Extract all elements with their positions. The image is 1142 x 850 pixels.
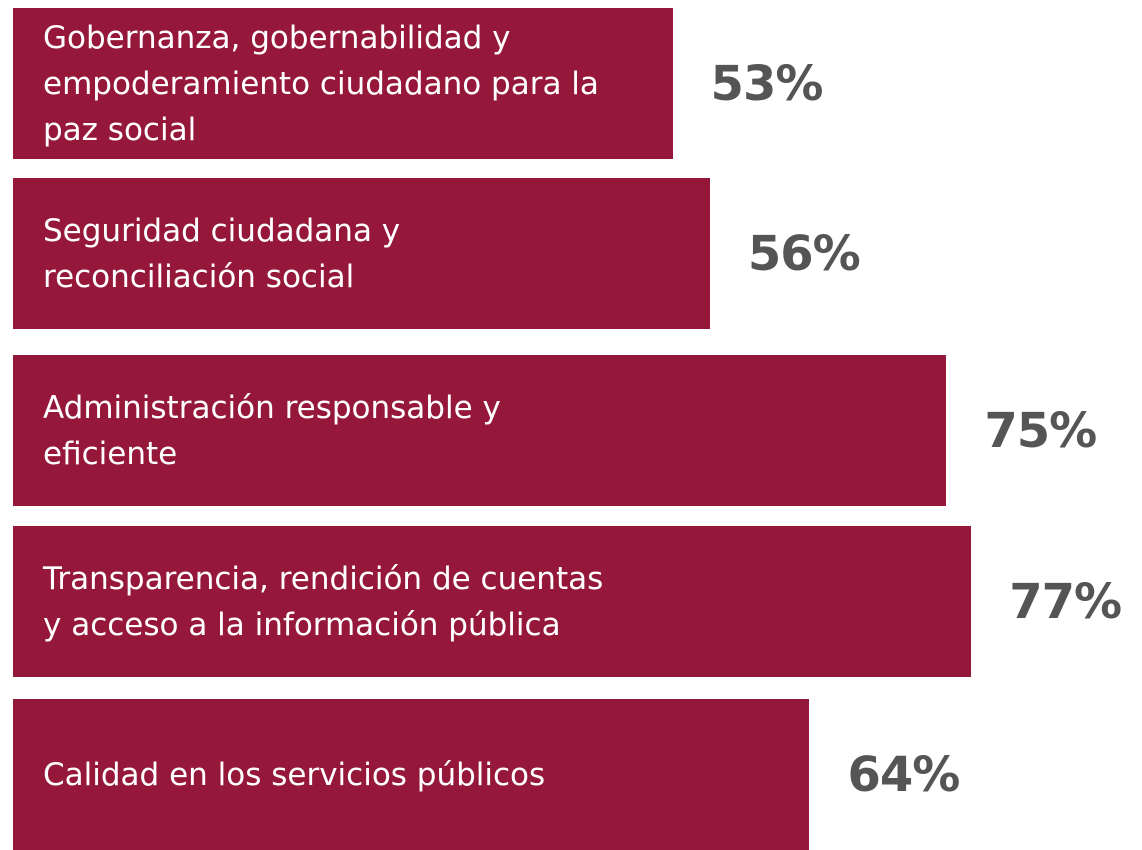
- bar: Transparencia, rendición de cuentas y ac…: [13, 526, 972, 677]
- category-label: Gobernanza, gobernabilidad y empoderamie…: [43, 19, 599, 148]
- category-label: Seguridad ciudadana y reconciliación soc…: [43, 212, 401, 295]
- category-label: Calidad en los servicios públicos: [43, 756, 546, 793]
- value-label: 64%: [847, 746, 960, 803]
- value-label: 75%: [984, 402, 1097, 459]
- value-label: 77%: [1009, 573, 1122, 630]
- value-label: 56%: [747, 225, 861, 282]
- bar: Seguridad ciudadana y reconciliación soc…: [13, 178, 710, 329]
- bar: Calidad en los servicios públicos: [13, 699, 810, 850]
- category-label: Transparencia, rendición de cuentas y ac…: [43, 560, 604, 643]
- bar: Gobernanza, gobernabilidad y empoderamie…: [13, 8, 673, 159]
- value-label: 53%: [710, 55, 824, 112]
- bar: Administración responsable y eficiente: [13, 355, 947, 506]
- category-label: Administración responsable y eficiente: [43, 389, 501, 472]
